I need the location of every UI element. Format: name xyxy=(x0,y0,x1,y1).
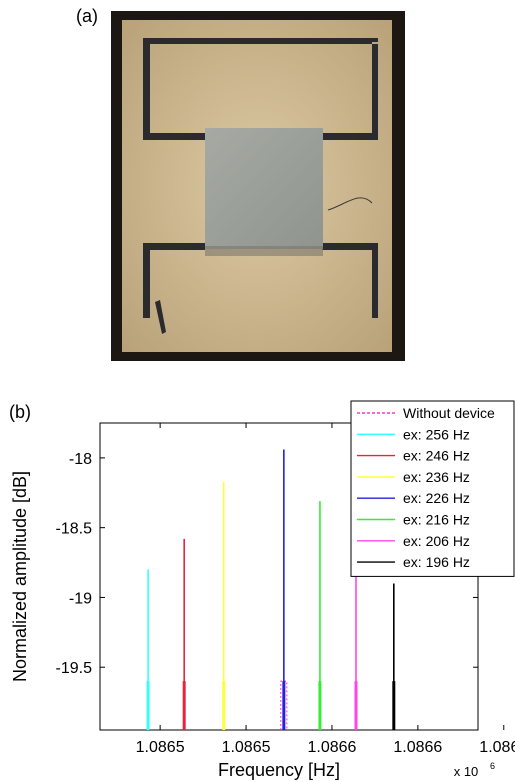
legend-entry: ex: 216 Hz xyxy=(403,512,470,528)
legend-entry: Without device xyxy=(403,405,495,421)
legend-entry: ex: 256 Hz xyxy=(403,426,470,442)
x-axis-label: Frequency [Hz] xyxy=(218,760,340,780)
y-tick-label: -19 xyxy=(69,590,92,607)
probe-mark xyxy=(155,300,166,334)
legend-entry: ex: 246 Hz xyxy=(403,448,470,464)
y-axis-label: Normalized amplitude [dB] xyxy=(10,471,30,682)
x-tick-label: 1.0866 xyxy=(479,739,515,756)
x-multiplier-exponent: 6 xyxy=(490,761,495,771)
y-tick-label: -18.5 xyxy=(56,521,93,538)
x-tick-label: 1.0865 xyxy=(136,739,185,756)
legend-entry: ex: 196 Hz xyxy=(403,554,470,570)
y-tick-label: -19.5 xyxy=(56,660,93,677)
legend-entry: ex: 206 Hz xyxy=(403,533,470,549)
x-tick-label: 1.0866 xyxy=(307,739,356,756)
device-photo xyxy=(111,11,405,361)
x-multiplier-label: x 10 xyxy=(454,764,479,779)
x-tick-label: 1.0865 xyxy=(222,739,271,756)
series-without-device xyxy=(280,680,288,730)
y-tick-label: -18 xyxy=(69,451,92,468)
legend-entry: ex: 226 Hz xyxy=(403,490,470,506)
x-tick-label: 1.0866 xyxy=(393,739,442,756)
legend-box xyxy=(350,400,515,577)
panel-b-label: (b) xyxy=(9,402,31,422)
legend-entry: ex: 236 Hz xyxy=(403,469,470,485)
proof-mass-plate xyxy=(205,128,323,249)
panel-a-label: (a) xyxy=(76,6,98,26)
